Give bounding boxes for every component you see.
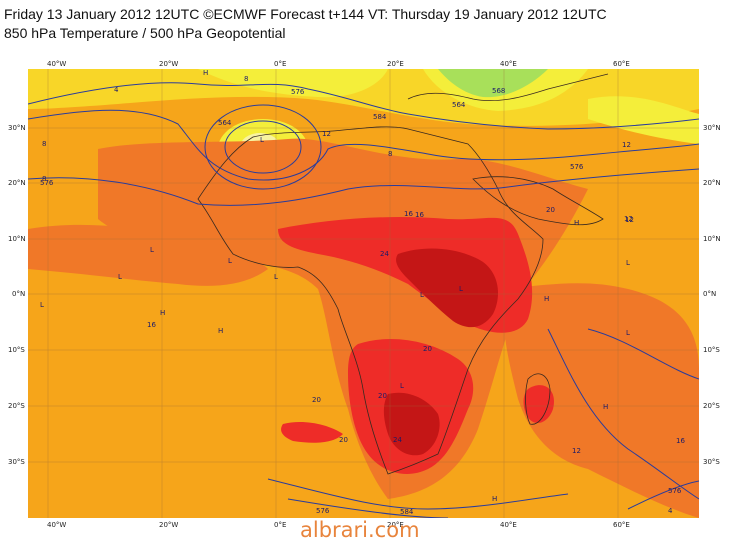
low-marker: L bbox=[40, 301, 44, 309]
map-canvas: 4 8 8 8 8 12 12 12 16 16 16 20 20 20 20 … bbox=[28, 69, 699, 518]
lat-label-left-30s: 30°S bbox=[8, 458, 25, 466]
geopot-label: 584 bbox=[400, 508, 414, 516]
low-marker: L bbox=[118, 273, 122, 281]
low-marker: L bbox=[626, 329, 630, 337]
low-marker: L bbox=[420, 291, 424, 299]
lon-label-bottom-20e: 20°E bbox=[387, 521, 404, 529]
low-marker: L bbox=[260, 136, 264, 144]
temperature-field-indian-ocean bbox=[503, 283, 699, 518]
temp-label: 12 bbox=[322, 130, 331, 138]
hot-core-central-africa bbox=[396, 248, 498, 328]
lon-label-top-40w: 40°W bbox=[47, 60, 67, 68]
coastlines bbox=[197, 73, 609, 475]
geopot-label: 584 bbox=[373, 113, 387, 121]
geopot-label: 576 bbox=[40, 179, 54, 187]
geopot-label: 564 bbox=[452, 101, 466, 109]
lon-label-bottom-60e: 60°E bbox=[613, 521, 630, 529]
lon-label-top-60e: 60°E bbox=[613, 60, 630, 68]
temp-label: 24 bbox=[380, 250, 389, 258]
temperature-contour-labels: 4 8 8 8 8 12 12 12 16 16 16 20 20 20 20 … bbox=[42, 75, 685, 515]
geopot-label: 568 bbox=[492, 87, 505, 95]
lat-label-right-30n: 30°N bbox=[703, 124, 721, 132]
low-marker: L bbox=[150, 246, 154, 254]
lat-label-left-20n: 20°N bbox=[8, 179, 26, 187]
lat-label-left-10n: 10°N bbox=[8, 235, 26, 243]
high-marker: H bbox=[603, 403, 608, 411]
high-marker: H bbox=[574, 219, 579, 227]
temp-label: 4 bbox=[114, 86, 119, 94]
cool-band-atlantic bbox=[198, 69, 388, 98]
geopot-label: 576 bbox=[291, 88, 305, 96]
lon-label-top-20w: 20°W bbox=[159, 60, 179, 68]
temp-label: 20 bbox=[339, 436, 348, 444]
geopotential-contours bbox=[28, 82, 699, 518]
temp-label: 8 bbox=[42, 175, 46, 183]
low-marker: L bbox=[400, 382, 404, 390]
lon-label-top-20e: 20°E bbox=[387, 60, 404, 68]
map-subtitle: 850 hPa Temperature / 500 hPa Geopotenti… bbox=[4, 25, 286, 41]
pressure-markers: H H H H H H H L L L L L L L L L L L bbox=[40, 69, 630, 503]
lat-label-right-30s: 30°S bbox=[703, 458, 720, 466]
geopot-label: 576 bbox=[316, 507, 330, 515]
temp-label: 20 bbox=[378, 392, 387, 400]
temperature-field-west-atlantic bbox=[28, 224, 268, 286]
temp-label: 16 bbox=[676, 437, 685, 445]
lat-label-right-0n: 0°N bbox=[703, 290, 717, 298]
temp-label: 4 bbox=[668, 507, 673, 515]
temp-label: 8 bbox=[244, 75, 248, 83]
temp-label: 12 bbox=[625, 216, 634, 224]
lon-label-bottom-40e: 40°E bbox=[500, 521, 517, 529]
temp-label: 16 bbox=[404, 210, 413, 218]
lat-label-right-20n: 20°N bbox=[703, 179, 721, 187]
warm-patch-madagascar bbox=[523, 385, 554, 424]
temp-label: 12 bbox=[622, 141, 631, 149]
warm-patch-southeast-atlantic bbox=[281, 422, 343, 443]
high-marker: H bbox=[218, 327, 223, 335]
high-marker: H bbox=[203, 69, 208, 77]
high-marker: H bbox=[160, 309, 165, 317]
temp-label: 8 bbox=[42, 140, 46, 148]
temp-label: 8 bbox=[388, 150, 392, 158]
temp-label: 20 bbox=[312, 396, 321, 404]
temp-label: 12 bbox=[572, 447, 581, 455]
lat-label-right-10n: 10°N bbox=[703, 235, 721, 243]
geopot-label: 576 bbox=[570, 163, 584, 171]
lat-label-left-20s: 20°S bbox=[8, 402, 25, 410]
watermark-text: albrari.com bbox=[300, 518, 420, 542]
temp-label: 12 bbox=[624, 215, 633, 223]
temp-label: 16 bbox=[415, 211, 424, 219]
forecast-title: Friday 13 January 2012 12UTC ©ECMWF Fore… bbox=[4, 6, 607, 22]
geopot-label: 576 bbox=[668, 487, 682, 495]
lat-label-right-20s: 20°S bbox=[703, 402, 720, 410]
temp-label: 20 bbox=[546, 206, 555, 214]
lat-label-right-10s: 10°S bbox=[703, 346, 720, 354]
temp-label: 16 bbox=[147, 321, 156, 329]
lon-label-bottom-40w: 40°W bbox=[47, 521, 67, 529]
forecast-map: 4 8 8 8 8 12 12 12 16 16 16 20 20 20 20 … bbox=[28, 69, 699, 518]
geopot-label: 564 bbox=[218, 119, 232, 127]
lat-label-left-30n: 30°N bbox=[8, 124, 26, 132]
high-marker: H bbox=[544, 295, 549, 303]
temp-label: 20 bbox=[423, 345, 432, 353]
cold-zone-europe bbox=[438, 69, 548, 98]
lon-label-top-40e: 40°E bbox=[500, 60, 517, 68]
high-marker: H bbox=[492, 495, 497, 503]
lat-label-left-0n: 0°N bbox=[12, 290, 26, 298]
lat-label-left-10s: 10°S bbox=[8, 346, 25, 354]
lon-label-top-0e: 0°E bbox=[274, 60, 287, 68]
geopotential-contour-labels: 576 584 564 564 576 576 568 576 576 584 bbox=[40, 87, 682, 516]
cool-band-arabia bbox=[588, 96, 699, 144]
low-marker: L bbox=[228, 257, 232, 265]
temp-label: 24 bbox=[393, 436, 402, 444]
low-marker: L bbox=[459, 285, 463, 293]
low-marker: L bbox=[274, 273, 278, 281]
lon-label-bottom-0e: 0°E bbox=[274, 521, 287, 529]
hot-core-southern-africa bbox=[383, 392, 440, 456]
lon-label-bottom-20w: 20°W bbox=[159, 521, 179, 529]
low-marker: L bbox=[626, 259, 630, 267]
